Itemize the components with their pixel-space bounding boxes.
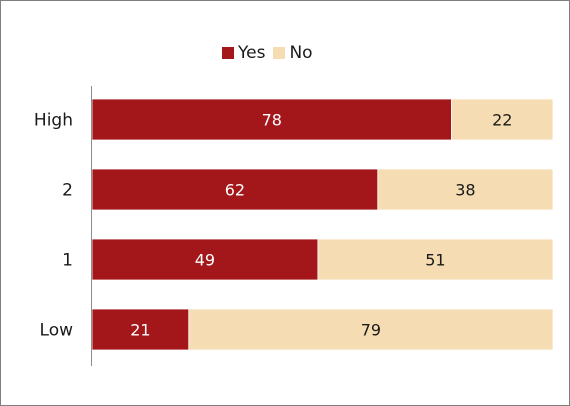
category-label-low: Low <box>40 321 74 341</box>
legend-swatch-yes <box>222 47 234 59</box>
category-label-2: 2 <box>62 181 73 201</box>
data-label-yes-high: 78 <box>262 111 282 130</box>
bar-no-1 <box>317 238 554 281</box>
legend-label-yes: Yes <box>238 43 266 63</box>
data-label-yes-1: 49 <box>195 251 215 270</box>
category-label-high: High <box>34 111 73 131</box>
data-label-no-high: 22 <box>492 111 512 130</box>
legend-label-no: No <box>289 43 313 63</box>
data-label-no-2: 38 <box>455 181 475 200</box>
bar-yes-low <box>91 308 190 351</box>
legend-item-no: No <box>273 43 313 63</box>
data-label-yes-2: 62 <box>225 181 245 200</box>
data-label-no-low: 79 <box>361 321 381 340</box>
bar-yes-1 <box>91 238 319 281</box>
bar-no-2 <box>377 168 554 211</box>
category-label-1: 1 <box>62 251 73 271</box>
bar-no-high <box>451 98 554 141</box>
chart-legend: Yes No <box>222 42 321 64</box>
legend-item-yes: Yes <box>222 43 265 63</box>
legend-swatch-no <box>273 47 286 59</box>
data-label-yes-low: 21 <box>130 321 150 340</box>
bar-no-low <box>188 308 554 351</box>
data-label-no-1: 51 <box>425 251 445 270</box>
bar-yes-high <box>91 98 452 141</box>
